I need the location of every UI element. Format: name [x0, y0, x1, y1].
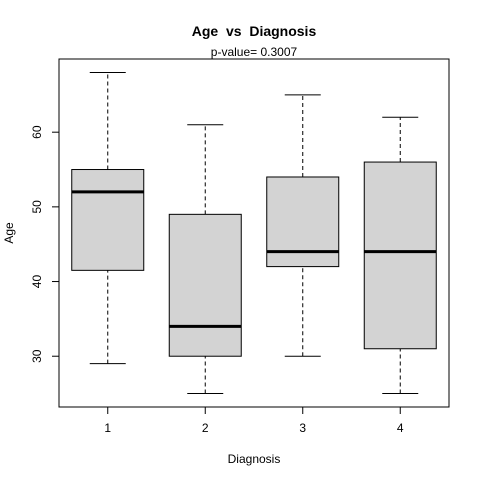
x-tick-label: 2 [202, 421, 209, 435]
x-axis: 1 2 3 4 [104, 407, 404, 435]
y-tick-label: 50 [30, 200, 44, 214]
plot-frame [58, 58, 450, 408]
y-tick-label: 40 [30, 275, 44, 289]
box-group-4 [363, 116, 437, 395]
box-group-2 [168, 124, 242, 395]
x-tick-label: 1 [104, 421, 111, 435]
box-iqr [363, 161, 437, 350]
y-tick-label: 30 [30, 349, 44, 363]
chart-title: Age vs Diagnosis [192, 23, 317, 39]
box-group-3 [266, 94, 340, 357]
box-iqr [71, 169, 145, 271]
x-tick-label: 4 [397, 421, 404, 435]
x-tick-label: 3 [299, 421, 306, 435]
y-axis: 30 40 50 60 [30, 125, 59, 363]
boxes-layer [71, 71, 437, 395]
y-axis-label: Age [2, 222, 16, 244]
box-group-1 [71, 71, 145, 365]
x-axis-label: Diagnosis [228, 452, 281, 466]
chart-subtitle: p-value= 0.3007 [211, 45, 298, 59]
box-iqr [168, 213, 242, 357]
y-tick-label: 60 [30, 125, 44, 139]
